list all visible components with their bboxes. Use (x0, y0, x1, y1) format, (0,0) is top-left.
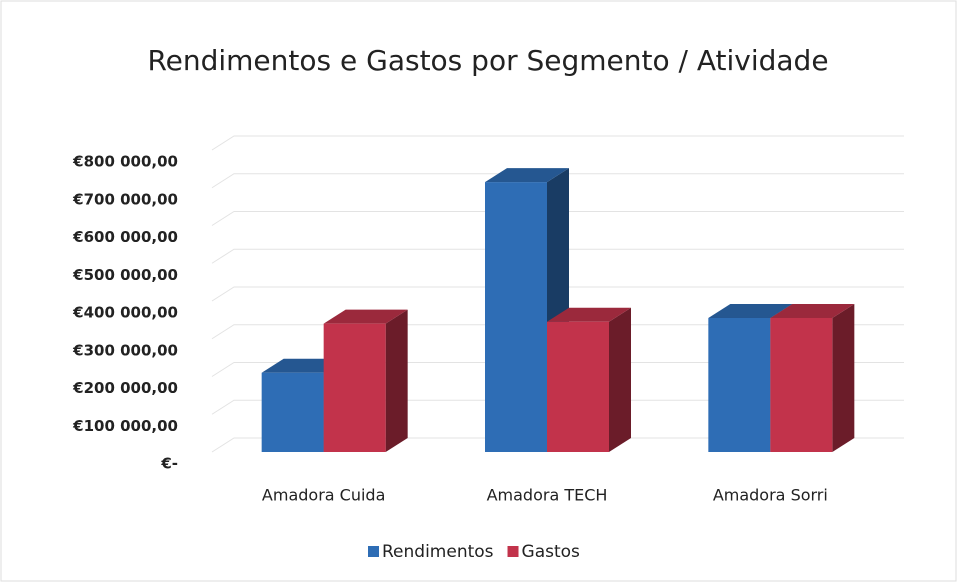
grid-line (211, 324, 904, 340)
bar-side (385, 309, 408, 452)
bar (770, 303, 855, 452)
bar-side (609, 307, 631, 452)
y-tick-label: €700 000,00 (72, 190, 178, 208)
bar-side (832, 303, 855, 452)
bar-top (708, 303, 793, 318)
grid-line (211, 437, 904, 453)
bar-front (485, 182, 547, 452)
bar-front (261, 372, 324, 452)
x-tick-label: Amadora TECH (487, 486, 608, 505)
y-tick-label: €300 000,00 (72, 341, 178, 359)
y-tick-label: €- (160, 455, 178, 473)
y-tick-label: €100 000,00 (72, 417, 178, 435)
bar (323, 309, 408, 452)
bar (547, 307, 631, 452)
grid-line (211, 211, 904, 226)
grid-line (211, 286, 904, 302)
grid-line (211, 173, 904, 189)
grid-line (211, 135, 904, 151)
bar-top (770, 303, 855, 318)
legend-label: Rendimentos (382, 542, 494, 562)
grid-line (211, 362, 904, 377)
bar-top (323, 309, 408, 324)
y-tick-label: €400 000,00 (72, 304, 178, 322)
x-tick-label: Amadora Cuida (262, 486, 385, 505)
grid-line (211, 399, 904, 415)
bar-front (323, 323, 386, 452)
grid-line (211, 248, 904, 264)
chart-title: Rendimentos e Gastos por Segmento / Ativ… (147, 44, 828, 77)
bar-front (547, 321, 609, 452)
legend-swatch (507, 546, 519, 557)
bar-front (708, 317, 771, 452)
y-tick-label: €200 000,00 (72, 379, 178, 397)
legend-swatch (368, 546, 379, 557)
bar-top (485, 168, 569, 183)
y-tick-label: €800 000,00 (72, 153, 178, 171)
y-tick-label: €600 000,00 (72, 228, 178, 246)
bar-top (547, 307, 631, 322)
y-tick-label: €500 000,00 (72, 266, 178, 284)
x-tick-label: Amadora Sorri (713, 486, 828, 505)
bar-front (770, 317, 833, 452)
legend-label: Gastos (522, 542, 581, 562)
